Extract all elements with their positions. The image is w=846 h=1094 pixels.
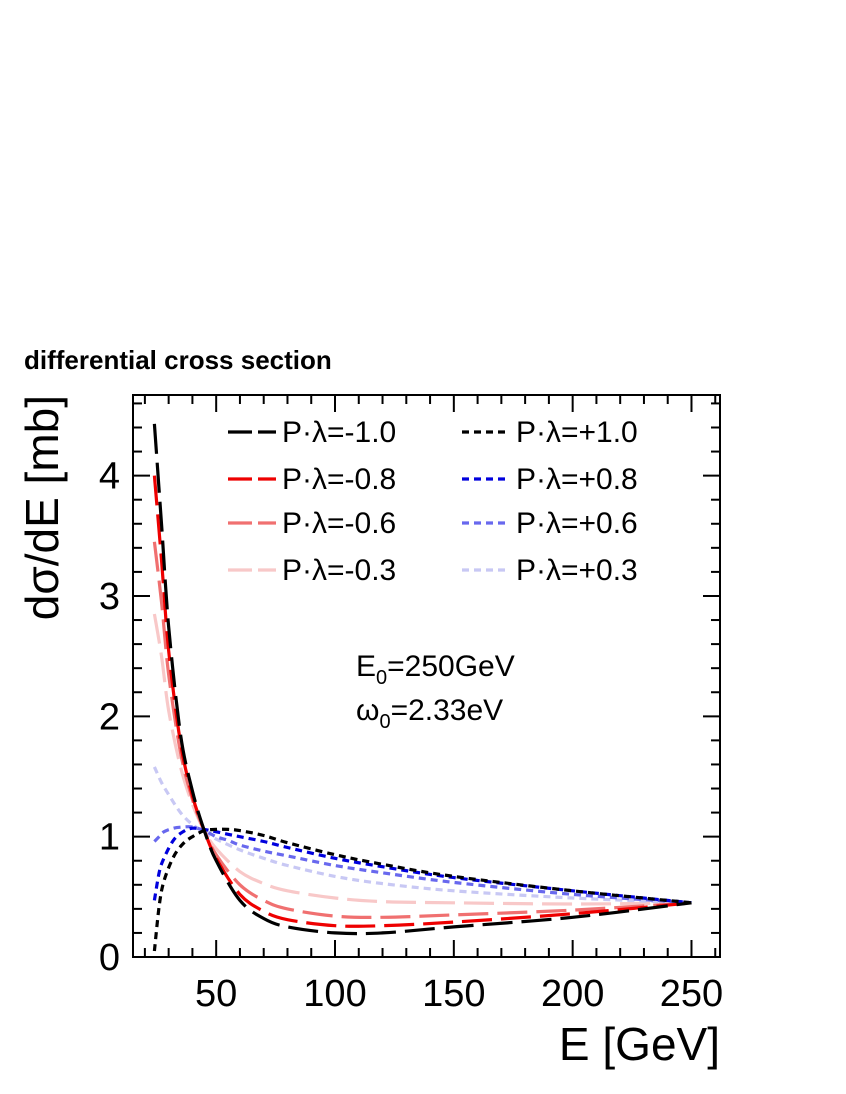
- series-layer: [152, 423, 692, 952]
- annotation-photon-sub: 0: [379, 711, 390, 733]
- series-line-1: [152, 475, 692, 928]
- y-tick-label: 1: [99, 817, 120, 859]
- x-tick-label: 250: [660, 973, 723, 1015]
- annotation-energy-sub: 0: [376, 667, 387, 689]
- series-line-0: [152, 423, 692, 936]
- series-line-5: [152, 826, 692, 905]
- series-line-7: [152, 766, 692, 905]
- ticks-layer: [133, 395, 720, 958]
- x-tick-label: 200: [541, 973, 604, 1015]
- annotations: E0=250GeV ω0=2.33eV: [356, 650, 515, 733]
- x-tick-label: 150: [422, 973, 485, 1015]
- legend-label: P·λ=-0.8: [282, 463, 396, 496]
- x-tick-label: 50: [195, 973, 237, 1015]
- chart-title: differential cross section: [24, 345, 332, 375]
- series-line-3: [152, 613, 692, 906]
- annotation-photon: ω0=2.33eV: [356, 694, 503, 733]
- y-tick-label: 0: [99, 937, 120, 979]
- legend-label: P·λ=-1.0: [282, 416, 396, 449]
- y-tick-label: 2: [99, 696, 120, 738]
- annotation-photon-prefix: ω: [356, 694, 379, 727]
- y-tick-label: 3: [99, 576, 120, 618]
- series-line-2: [152, 541, 692, 919]
- x-tick-label: 100: [303, 973, 366, 1015]
- y-axis-label: dσ/dE [mb]: [16, 395, 68, 620]
- legend-label: P·λ=+0.6: [516, 507, 638, 540]
- ticklabel-layer: 50 100 150 200 250 0 1 2 3 4: [99, 456, 723, 1015]
- annotation-energy: E0=250GeV: [356, 650, 515, 689]
- annotation-energy-suffix: =250GeV: [387, 650, 515, 683]
- legend-label: P·λ=+1.0: [516, 416, 638, 449]
- annotation-energy-prefix: E: [356, 650, 376, 683]
- legend: P·λ=-1.0 P·λ=-0.8 P·λ=-0.6 P·λ=-0.3 P·λ=+1.0…: [228, 416, 638, 587]
- legend-label: P·λ=+0.3: [516, 554, 638, 587]
- series-line-6: [153, 825, 692, 905]
- plot-frame: [132, 394, 721, 958]
- legend-label: P·λ=+0.8: [516, 463, 638, 496]
- annotation-photon-suffix: =2.33eV: [391, 694, 504, 727]
- y-tick-label: 4: [99, 456, 120, 498]
- series-line-4: [152, 827, 692, 952]
- legend-label: P·λ=-0.3: [282, 554, 396, 587]
- x-axis-label: E [GeV]: [559, 1018, 720, 1070]
- legend-label: P·λ=-0.6: [282, 507, 396, 540]
